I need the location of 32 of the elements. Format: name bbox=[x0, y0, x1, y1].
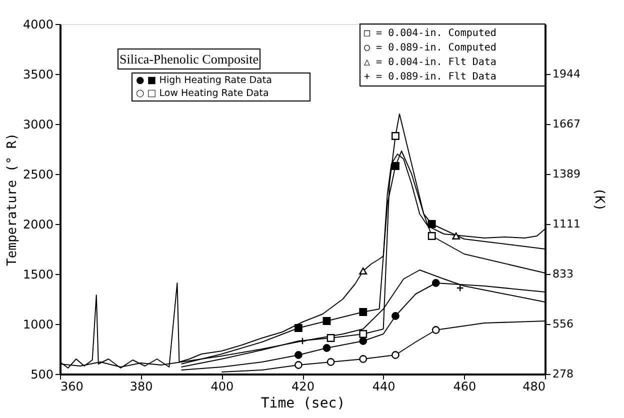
y2-tick-label: 1389 bbox=[552, 167, 580, 180]
annotation: Silica-Phenolic Composite bbox=[119, 52, 259, 66]
y-tick-label: 3500 bbox=[22, 68, 54, 82]
annotation: ○ = 0.089-in. Computed bbox=[364, 42, 496, 54]
y-tick-label: 1500 bbox=[22, 268, 54, 282]
y-tick-label: 4000 bbox=[22, 18, 54, 32]
y-tick-label: 500 bbox=[30, 368, 54, 382]
y-tick-label: 3000 bbox=[22, 118, 54, 132]
annotation: ○ □ Low Heating Rate Data bbox=[136, 88, 269, 99]
y2-axis-title: (K) bbox=[591, 188, 606, 212]
annotation: □ = 0.004-in. Computed bbox=[364, 28, 496, 39]
y2-tick-label: 1944 bbox=[552, 68, 580, 81]
y-tick-label: 2500 bbox=[22, 168, 54, 182]
y-axis-title: Temperature (° R) bbox=[4, 132, 20, 266]
x-tick-label: 380 bbox=[130, 380, 153, 394]
y2-tick-label: 278 bbox=[552, 368, 574, 380]
x-tick-label: 480 bbox=[522, 380, 546, 394]
annotation: ● ■ High Heating Rate Data bbox=[136, 75, 272, 86]
y2-tick-label: 556 bbox=[552, 317, 574, 330]
annotation: △ = 0.004-in. Flt Data bbox=[364, 57, 496, 68]
x-tick-label: 420 bbox=[292, 380, 314, 394]
x-tick-label: 440 bbox=[372, 380, 396, 394]
x-tick-label: 460 bbox=[453, 380, 476, 394]
x-axis-title: Time (sec) bbox=[260, 396, 346, 412]
x-tick-label: 400 bbox=[210, 380, 234, 394]
y2-tick-label: 1667 bbox=[552, 117, 580, 130]
y2-tick-label: 833 bbox=[552, 268, 574, 281]
annotation: + = 0.089-in. Flt Data bbox=[364, 72, 496, 82]
x-tick-label: 360 bbox=[60, 380, 84, 394]
y-tick-label: 1000 bbox=[22, 318, 54, 332]
y2-tick-label: 1111 bbox=[552, 218, 580, 231]
y-tick-label: 2000 bbox=[22, 218, 54, 232]
